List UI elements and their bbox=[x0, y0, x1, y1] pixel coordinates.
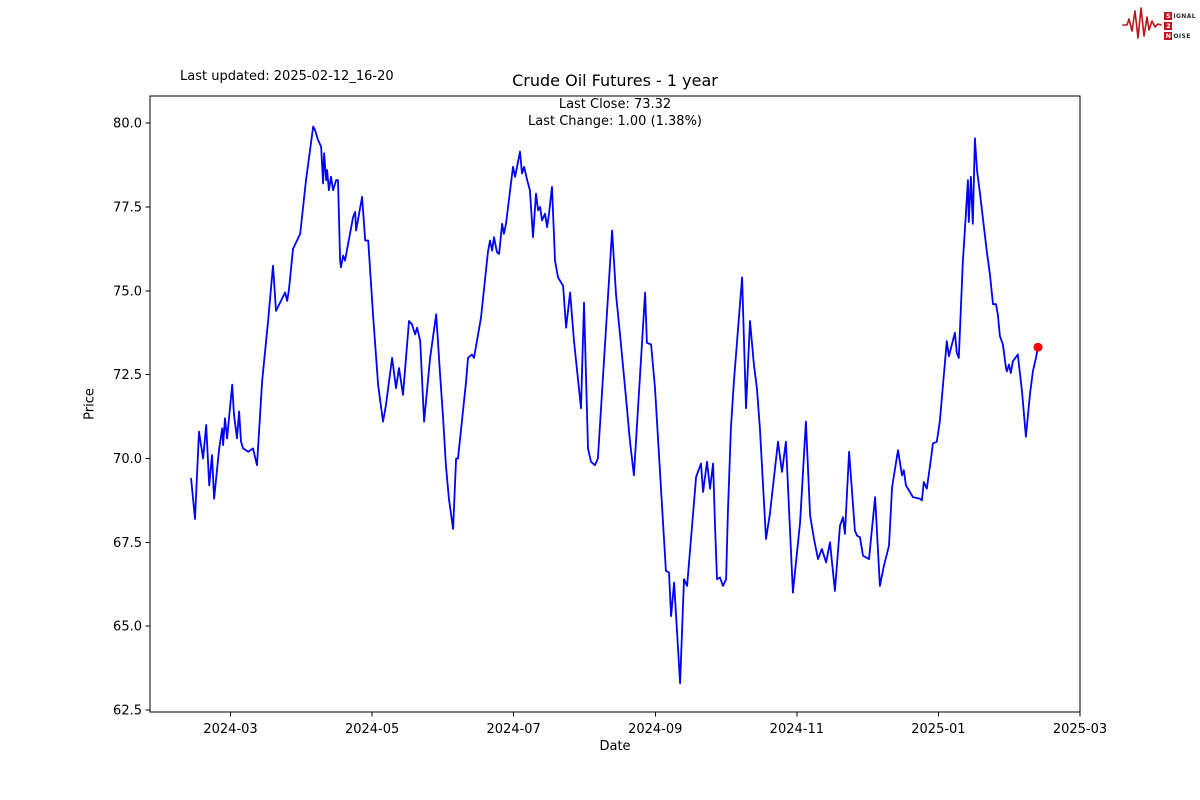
y-tick-label: 77.5 bbox=[113, 200, 142, 215]
logo-text-oise: OISE bbox=[1173, 32, 1191, 40]
logo-text-ignal: IGNAL bbox=[1173, 12, 1196, 20]
logo-letter-box-s: S bbox=[1164, 12, 1173, 20]
x-tick-label: 2025-03 bbox=[1053, 722, 1107, 737]
brand-logo-text: S IGNAL 2 N OISE bbox=[1164, 12, 1196, 41]
x-tick-label: 2024-09 bbox=[628, 722, 682, 737]
last-price-marker bbox=[1033, 342, 1043, 352]
last-change-text: Last Change: 1.00 (1.38%) bbox=[527, 114, 703, 129]
waveform-icon bbox=[1122, 5, 1163, 47]
x-axis-label: Date bbox=[599, 739, 631, 754]
y-tick-label: 62.5 bbox=[113, 703, 142, 718]
logo-row-signal: S IGNAL bbox=[1164, 12, 1196, 21]
y-tick-label: 67.5 bbox=[113, 536, 142, 551]
last-close-text: Last Close: 73.32 bbox=[558, 97, 672, 112]
last-updated-text: Last updated: 2025-02-12_16-20 bbox=[180, 69, 394, 84]
logo-letter-box-n: N bbox=[1164, 32, 1173, 40]
logo-row-noise: N OISE bbox=[1164, 32, 1196, 41]
x-tick-label: 2024-03 bbox=[203, 722, 257, 737]
brand-logo: S IGNAL 2 N OISE bbox=[1122, 5, 1196, 47]
price-line bbox=[190, 125, 1039, 685]
y-tick-label: 80.0 bbox=[113, 117, 142, 132]
x-tick-label: 2024-07 bbox=[487, 722, 541, 737]
x-tick-label: 2024-11 bbox=[770, 722, 824, 737]
logo-row-2: 2 bbox=[1164, 22, 1196, 31]
chart-subtitle: Last Close: 73.32 Last Change: 1.00 (1.3… bbox=[528, 96, 702, 130]
y-tick-label: 70.0 bbox=[113, 452, 142, 467]
x-tick-label: 2024-05 bbox=[345, 722, 399, 737]
axes-frame bbox=[149, 95, 1081, 713]
y-tick-label: 65.0 bbox=[113, 620, 142, 635]
logo-letter-box-2: 2 bbox=[1164, 22, 1173, 30]
chart-title: Crude Oil Futures - 1 year bbox=[512, 71, 718, 90]
y-tick-label: 72.5 bbox=[113, 368, 142, 383]
y-tick-label: 75.0 bbox=[113, 284, 142, 299]
x-tick-label: 2025-01 bbox=[911, 722, 965, 737]
